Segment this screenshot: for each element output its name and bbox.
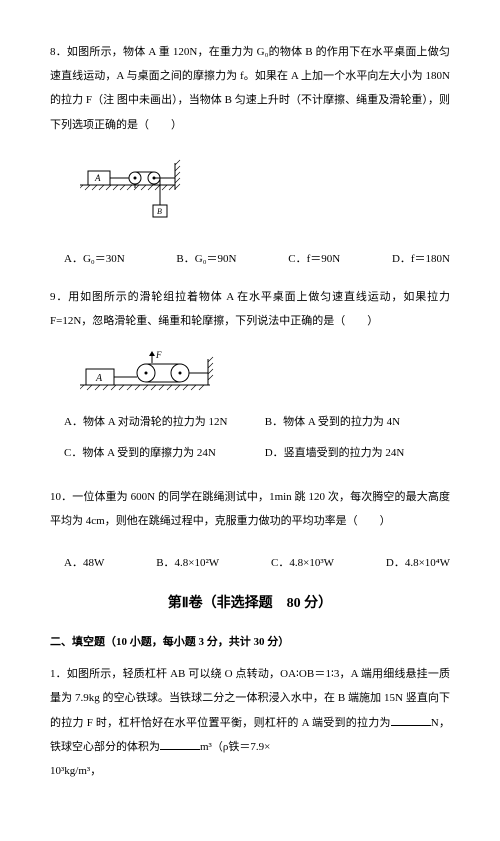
q9-diagram: A F	[80, 351, 450, 396]
fill-question-1: 1．如图所示，轻质杠杆 AB 可以绕 O 点转动，OA∶OB＝1∶3，A 端用细…	[50, 662, 450, 783]
svg-text:A: A	[95, 373, 103, 384]
q9-option-c: C．物体 A 受到的摩擦力为 24N	[64, 441, 249, 465]
q1-part4: 10³kg/m³，	[50, 759, 450, 783]
q10-text: 10．一位体重为 600N 的同学在跳绳测试中，1min 跳 120 次，每次腾…	[50, 491, 450, 527]
q10-option-d: D．4.8×10⁴W	[386, 551, 450, 575]
q9-option-d: D．竖直墙受到的拉力为 24N	[265, 441, 450, 465]
q10-options: A．48W B．4.8×10²W C．4.8×10³W D．4.8×10⁴W	[64, 551, 450, 575]
blank-1	[391, 713, 431, 726]
q9-option-a: A．物体 A 对动滑轮的拉力为 12N	[64, 410, 249, 434]
blank-2	[160, 737, 200, 750]
svg-text:B: B	[157, 207, 162, 216]
q9-option-b: B．物体 A 受到的拉力为 4N	[265, 410, 450, 434]
q8-option-a: A．G₀＝30N	[64, 247, 125, 271]
q8-diagram: A B	[80, 155, 450, 233]
fill-section-header: 二、填空题（10 小题，每小题 3 分，共计 30 分）	[50, 630, 450, 654]
q10-option-b: B．4.8×10²W	[156, 551, 219, 575]
svg-text:A: A	[94, 173, 101, 183]
q1-part3: m³（ρ铁＝7.9×	[200, 741, 270, 753]
question-10: 10．一位体重为 600N 的同学在跳绳测试中，1min 跳 120 次，每次腾…	[50, 485, 450, 533]
q8-options: A．G₀＝30N B．G₀＝90N C．f＝90N D．f＝180N	[64, 247, 450, 271]
q8-option-d: D．f＝180N	[392, 247, 450, 271]
section-2-title: 第Ⅱ卷（非选择题 80 分）	[50, 589, 450, 620]
question-8: 8．如图所示，物体 A 重 120N，在重力为 G₀的物体 B 的作用下在水平桌…	[50, 40, 450, 137]
q8-text: 8．如图所示，物体 A 重 120N，在重力为 G₀的物体 B 的作用下在水平桌…	[50, 46, 450, 131]
q9-text: 9．用如图所示的滑轮组拉着物体 A 在水平桌面上做匀速直线运动，如果拉力 F=1…	[50, 291, 450, 327]
question-9: 9．用如图所示的滑轮组拉着物体 A 在水平桌面上做匀速直线运动，如果拉力 F=1…	[50, 285, 450, 333]
q8-option-b: B．G₀＝90N	[176, 247, 236, 271]
q9-options: A．物体 A 对动滑轮的拉力为 12N B．物体 A 受到的拉力为 4N C．物…	[64, 410, 450, 470]
q8-option-c: C．f＝90N	[288, 247, 340, 271]
svg-text:F: F	[155, 351, 162, 360]
q10-option-a: A．48W	[64, 551, 104, 575]
q10-option-c: C．4.8×10³W	[271, 551, 334, 575]
